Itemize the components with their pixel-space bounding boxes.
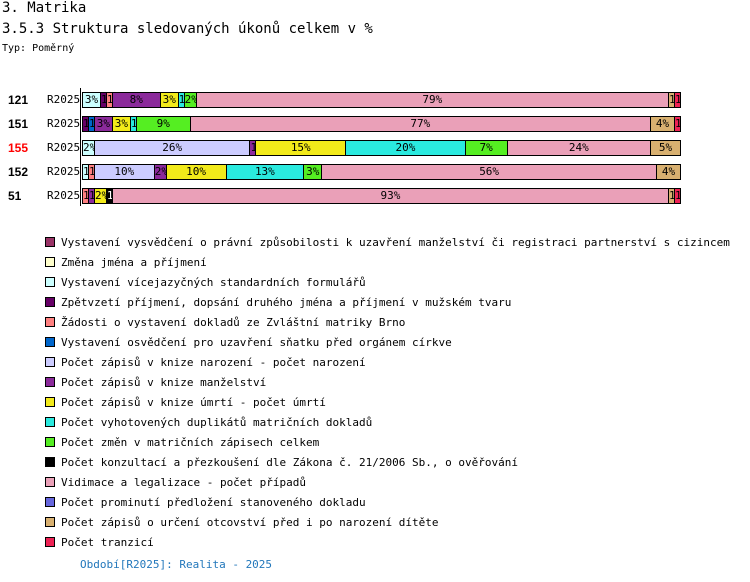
- legend-label: Počet změn v matričních zápisech celkem: [61, 435, 320, 449]
- legend-swatch: [45, 397, 55, 407]
- legend-label: Počet vyhotovených duplikátů matričních …: [61, 415, 373, 429]
- bar-segment: 4%: [650, 116, 675, 132]
- legend-item: Změna jména a příjmení: [45, 252, 730, 272]
- row-count: 51: [8, 189, 22, 203]
- y-axis: [80, 88, 81, 206]
- bar-segment: 3%: [159, 92, 179, 108]
- bar-segment: 5%: [650, 140, 681, 156]
- period-footer: Období[R2025]: Realita - 2025: [80, 558, 273, 571]
- legend-label: Vystavení vícejazyčných standardních for…: [61, 275, 366, 289]
- type-label: Typ: Poměrný: [2, 43, 75, 54]
- bar-segment: 15%: [255, 140, 347, 156]
- legend-label: Počet zápisů o určení otcovství před i p…: [61, 515, 439, 529]
- row-label: R2025: [47, 141, 81, 154]
- bar-segment: 9%: [135, 116, 191, 132]
- legend-label: Změna jména a příjmení: [61, 255, 207, 269]
- legend-label: Počet zápisů v knize narození - počet na…: [61, 355, 366, 369]
- legend-label: Žádosti o vystavení dokladů ze Zvláštní …: [61, 315, 406, 329]
- row-count: 155: [8, 141, 29, 155]
- row-label: R2025: [47, 117, 81, 130]
- legend-label: Počet zápisů v knize úmrtí - počet úmrtí: [61, 395, 326, 409]
- legend-swatch: [45, 497, 55, 507]
- legend-swatch: [45, 477, 55, 487]
- bar-segment: 24%: [506, 140, 652, 156]
- bar-segment: 26%: [93, 140, 251, 156]
- legend-item: Počet zápisů o určení otcovství před i p…: [45, 512, 730, 532]
- legend-item: Počet zápisů v knize narození - počet na…: [45, 352, 730, 372]
- legend-swatch: [45, 437, 55, 447]
- legend-item: Vidimace a legalizace - počet případů: [45, 472, 730, 492]
- bar-segment: 10%: [93, 164, 155, 180]
- legend-label: Vidimace a legalizace - počet případů: [61, 475, 307, 489]
- legend-item: Počet změn v matričních zápisech celkem: [45, 432, 730, 452]
- bar-segment: 56%: [321, 164, 658, 180]
- bar-segment: 8%: [111, 92, 161, 108]
- page-title: 3. Matrika: [2, 0, 87, 16]
- bar-segment: 3%: [111, 116, 131, 132]
- bar-segment: 1%: [674, 92, 681, 108]
- legend-swatch: [45, 457, 55, 467]
- legend-item: Počet prominutí předložení stanoveného d…: [45, 492, 730, 512]
- legend-swatch: [45, 517, 55, 527]
- bar-segment: 1%: [674, 188, 681, 204]
- stacked-bar-chart: 121R20253%1%1%8%3%1%2%79%1%1%151R20251%1…: [0, 85, 750, 210]
- legend-item: Zpětvzetí příjmení, dopsání druhého jmén…: [45, 292, 730, 312]
- bar-segment: 79%: [195, 92, 670, 108]
- legend-swatch: [45, 537, 55, 547]
- legend-label: Počet konzultací a přezkoušení dle Zákon…: [61, 455, 518, 469]
- legend-item: Žádosti o vystavení dokladů ze Zvláštní …: [45, 312, 730, 332]
- legend-swatch: [45, 237, 55, 247]
- legend-label: Vystavení vysvědčení o právní způsobilos…: [61, 235, 730, 249]
- row-count: 152: [8, 165, 29, 179]
- bar-segment: 13%: [225, 164, 305, 180]
- legend-swatch: [45, 337, 55, 347]
- bar-segment: 1%: [674, 116, 681, 132]
- legend-swatch: [45, 417, 55, 427]
- bar-segment: 20%: [345, 140, 466, 156]
- bar-segment: 93%: [111, 188, 670, 204]
- legend-swatch: [45, 277, 55, 287]
- legend: Vystavení vysvědčení o právní způsobilos…: [45, 232, 730, 552]
- legend-item: Počet konzultací a přezkoušení dle Zákon…: [45, 452, 730, 472]
- legend-item: Počet tranzicí: [45, 532, 730, 552]
- row-count: 151: [8, 117, 29, 131]
- bar-segment: 10%: [165, 164, 227, 180]
- bar-segment: 3%: [93, 116, 113, 132]
- legend-item: Vystavení osvědčení pro uzavření sňatku …: [45, 332, 730, 352]
- legend-item: Vystavení vysvědčení o právní způsobilos…: [45, 232, 730, 252]
- bar-segment: 2%: [183, 92, 197, 108]
- legend-swatch: [45, 317, 55, 327]
- bar-segment: 3%: [82, 92, 101, 108]
- legend-label: Počet tranzicí: [61, 535, 154, 549]
- legend-item: Počet zápisů v knize úmrtí - počet úmrtí: [45, 392, 730, 412]
- bar-segment: 77%: [189, 116, 652, 132]
- legend-item: Vystavení vícejazyčných standardních for…: [45, 272, 730, 292]
- legend-label: Počet zápisů v knize manželství: [61, 375, 267, 389]
- legend-swatch: [45, 297, 55, 307]
- legend-item: Počet vyhotovených duplikátů matričních …: [45, 412, 730, 432]
- legend-swatch: [45, 257, 55, 267]
- legend-item: Počet zápisů v knize manželství: [45, 372, 730, 392]
- legend-swatch: [45, 357, 55, 367]
- row-count: 121: [8, 93, 29, 107]
- legend-label: Zpětvzetí příjmení, dopsání druhého jmén…: [61, 295, 512, 309]
- row-label: R2025: [47, 165, 81, 178]
- legend-swatch: [45, 377, 55, 387]
- bar-segment: 4%: [656, 164, 681, 180]
- row-label: R2025: [47, 189, 81, 202]
- chart-title: 3.5.3 Struktura sledovaných úkonů celkem…: [2, 21, 373, 37]
- bar-segment: 7%: [464, 140, 508, 156]
- legend-label: Počet prominutí předložení stanoveného d…: [61, 495, 366, 509]
- legend-label: Vystavení osvědčení pro uzavření sňatku …: [61, 335, 452, 349]
- bar-segment: 3%: [303, 164, 323, 180]
- row-label: R2025: [47, 93, 81, 106]
